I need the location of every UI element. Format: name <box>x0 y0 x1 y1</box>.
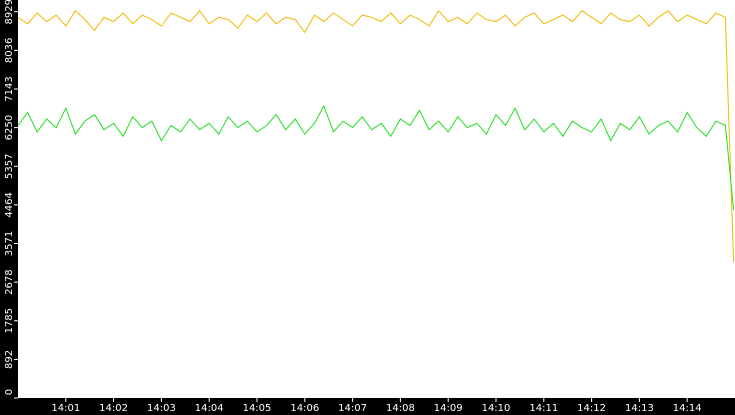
x-axis-band <box>0 398 735 415</box>
y-tick-label: 1785 <box>4 308 15 333</box>
x-tick-label: 14:11 <box>529 403 558 414</box>
series-line <box>17 104 735 210</box>
y-axis-band <box>0 0 18 415</box>
x-tick-label: 14:14 <box>673 403 702 414</box>
y-tick-label: 8929 <box>4 0 15 24</box>
y-tick-label: 4464 <box>4 192 15 217</box>
y-tick-label: 892 <box>4 350 15 369</box>
x-tick-label: 14:07 <box>338 403 367 414</box>
x-tick-label: 14:05 <box>243 403 272 414</box>
x-tick-label: 14:09 <box>434 403 463 414</box>
x-tick-label: 14:01 <box>51 403 80 414</box>
x-tick-label: 14:02 <box>99 403 128 414</box>
y-tick-label: 6250 <box>4 115 15 140</box>
y-tick-label: 0 <box>4 389 15 395</box>
x-tick-label: 14:03 <box>147 403 176 414</box>
x-tick-label: 14:04 <box>195 403 224 414</box>
y-tick-label: 3571 <box>4 231 15 256</box>
y-tick-label: 5357 <box>4 154 15 179</box>
x-tick-label: 14:10 <box>482 403 511 414</box>
y-tick-label: 7143 <box>4 76 15 101</box>
series-line <box>17 9 735 263</box>
y-tick-label: 2678 <box>4 269 15 294</box>
y-tick-label: 8036 <box>4 38 15 63</box>
x-tick-label: 14:13 <box>625 403 654 414</box>
x-tick-label: 14:08 <box>386 403 415 414</box>
x-tick-label: 14:06 <box>290 403 319 414</box>
x-tick-label: 14:12 <box>577 403 606 414</box>
